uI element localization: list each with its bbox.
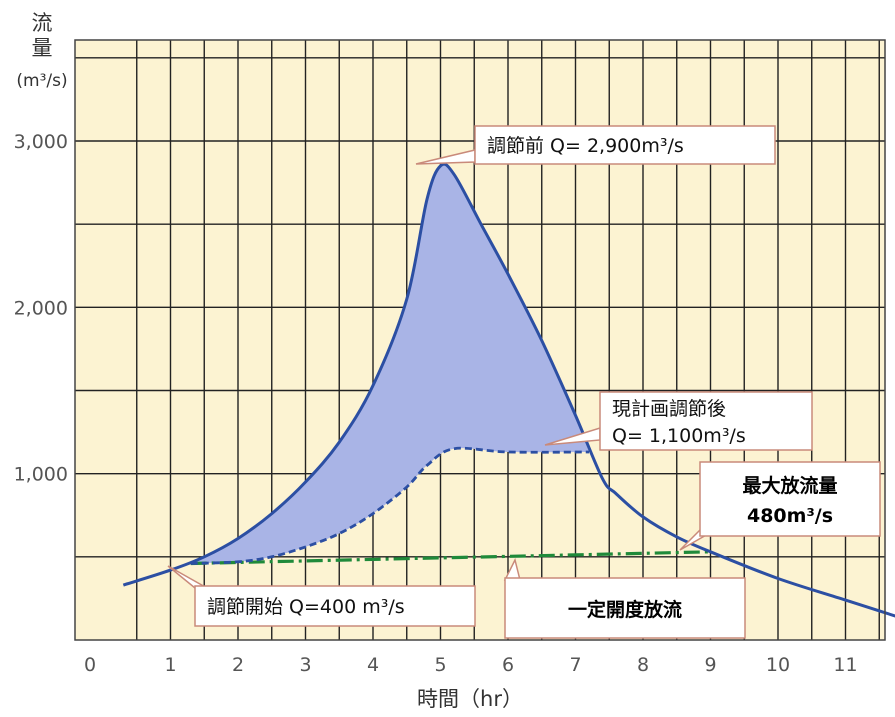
x-tick-label: 9: [704, 654, 716, 676]
annotation-peak-before: 調節前 Q= 2,900m³/s: [415, 125, 776, 165]
annotation-box: [599, 391, 813, 451]
x-tick-label: 10: [766, 654, 790, 676]
annotation-box: [474, 125, 776, 165]
annotation-text: 調節開始 Q=400 m³/s: [207, 596, 405, 618]
y-tick-label: 2,000: [14, 297, 68, 319]
annotation-text: 一定開度放流: [568, 598, 682, 621]
series-regulated-outflow-line: [190, 446, 590, 565]
annotation-text-line1: 最大放流量: [742, 474, 837, 497]
y-tick-labels: 1,000 2,000 3,000: [14, 131, 68, 486]
annotation-start-regulation: 調節開始 Q=400 m³/s: [167, 565, 476, 627]
x-tick-label: 8: [637, 654, 649, 676]
x-tick-label: 1: [164, 654, 176, 676]
x-tick-label: 3: [299, 654, 311, 676]
annotation-box: [504, 577, 746, 639]
annotation-constant-opening: 一定開度放流: [503, 557, 746, 639]
plot-frame: [74, 39, 886, 641]
series-inflow-line: [122, 162, 895, 618]
attenuated-volume-area: [190, 164, 590, 564]
annotation-text-line1: 現計画調節後: [612, 398, 726, 420]
x-axis-label: 時間（hr）: [417, 687, 523, 711]
x-tick-label: 7: [569, 654, 581, 676]
annotation-box: [699, 461, 881, 537]
x-tick-label: 5: [434, 654, 446, 676]
y-tick-label: 1,000: [14, 464, 68, 486]
annotation-text: 調節前 Q= 2,900m³/s: [487, 135, 684, 157]
annotation-regulated-peak: 現計画調節後 Q= 1,100m³/s: [544, 391, 813, 451]
y-axis-label-line2: 量: [32, 36, 53, 60]
y-tick-label: 3,000: [14, 131, 68, 153]
y-axis-label-line1: 流: [32, 11, 53, 35]
x-tick-labels: 0123456789101112: [84, 654, 858, 676]
x-tick-label: 11: [833, 654, 857, 676]
x-tick-label: 0: [84, 654, 96, 676]
annotation-text-line2: 480m³/s: [747, 505, 833, 527]
annotation-max-discharge: 最大放流量 480m³/s: [679, 461, 881, 551]
series-constant-discharge-line: [190, 550, 711, 566]
y-axis-unit: (m³/s): [16, 71, 67, 91]
x-tick-label: 6: [502, 654, 514, 676]
annotation-text-line2: Q= 1,100m³/s: [612, 425, 746, 447]
series-group: [122, 162, 895, 618]
x-tick-label: 2: [232, 654, 244, 676]
x-tick-label: 4: [367, 654, 379, 676]
annotation-box: [194, 585, 476, 627]
